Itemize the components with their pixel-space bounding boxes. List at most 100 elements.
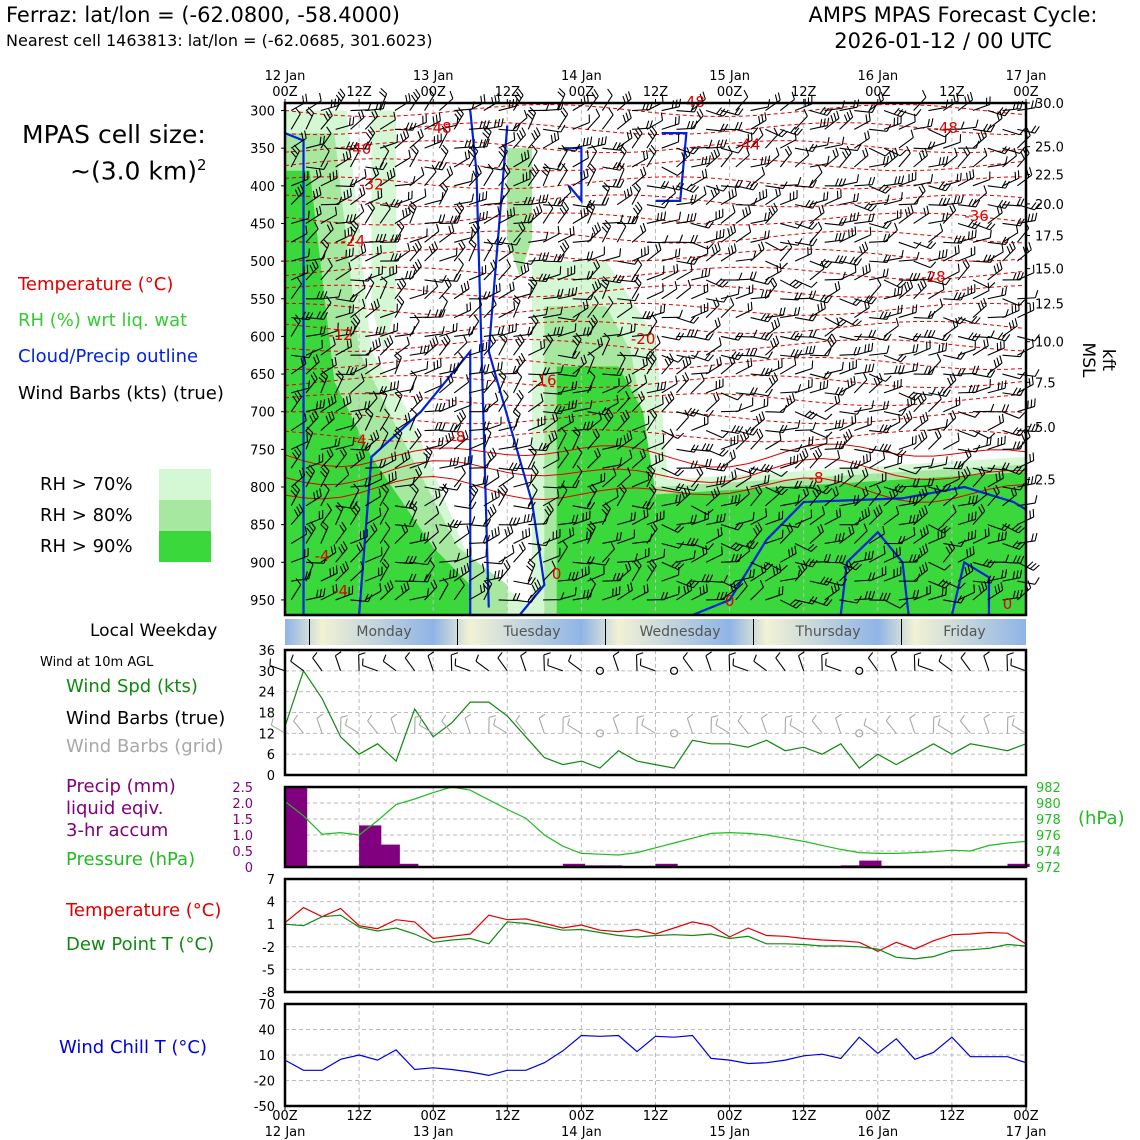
wind-barb-flag <box>456 215 461 224</box>
wind-barb <box>824 532 845 545</box>
wind-barb <box>320 238 330 262</box>
wind-barb <box>320 410 335 431</box>
wind-barb-staff <box>513 535 530 544</box>
wind-barb-flag <box>729 451 734 460</box>
wind-barb-staff <box>928 230 943 243</box>
wind-barb-flag <box>513 295 521 302</box>
wind-barb-flag <box>396 283 402 291</box>
wind-barb-flag <box>372 432 377 441</box>
wind-barb-flag <box>955 317 959 326</box>
wind-barb-flag <box>393 199 399 208</box>
wind-barb-flag <box>716 477 719 486</box>
wind-barb-flag <box>485 125 492 133</box>
wind-barb-staff <box>735 429 754 436</box>
wind-barb <box>365 189 383 206</box>
wind-barb-staff <box>705 364 722 375</box>
wind-barb <box>661 281 678 300</box>
wind-barb-flag <box>375 339 378 348</box>
wind-barb <box>765 529 784 544</box>
wind-barb-flag <box>547 333 554 341</box>
wind-barb-flag <box>910 129 914 138</box>
wind-barb <box>691 458 712 469</box>
wind-barb-flag <box>844 148 850 157</box>
wind-barb <box>350 449 366 469</box>
wind-barb-staff <box>498 308 515 319</box>
wind-barb-flag <box>737 352 744 361</box>
wind-barb-staff <box>350 485 369 488</box>
wind-barb-flag <box>764 112 767 121</box>
wind-barb <box>928 387 951 397</box>
wind-barb-staff <box>809 144 828 149</box>
wind-barb-staff <box>454 108 473 112</box>
wind-barb <box>868 184 892 194</box>
wind-barb <box>646 265 665 281</box>
wind-barb <box>839 264 857 281</box>
wind-barb-flag <box>619 531 622 540</box>
wind-barb-staff <box>943 478 960 488</box>
wind-barb <box>572 464 583 488</box>
wind-barb-flag <box>787 240 793 248</box>
wind-barb <box>587 314 598 337</box>
temperature-contour <box>284 338 1027 352</box>
wind-barb <box>616 220 627 243</box>
wind-barb-flag <box>627 467 632 476</box>
wind-barb-flag <box>678 248 681 257</box>
wind-barb-staff <box>957 176 975 187</box>
wind-barb-staff <box>824 401 841 413</box>
wind-barb-flag <box>384 340 389 348</box>
wind-barb-flag <box>823 300 826 309</box>
wind-barb-flag <box>752 527 758 536</box>
wind-barb-flag <box>467 456 470 465</box>
wind-barb-flag <box>957 195 961 204</box>
wind-barb <box>498 483 508 507</box>
wind-barb-flag <box>786 397 790 406</box>
wind-barb-flag <box>482 132 489 139</box>
wind-barb-staff <box>928 360 942 375</box>
wind-barb <box>809 333 833 341</box>
wind-barb-flag <box>897 365 902 374</box>
wind-barb-staff <box>439 559 458 563</box>
wind-barb-flag <box>468 241 476 249</box>
wind-barb-flag <box>949 412 954 421</box>
wind-barb-flag <box>663 381 667 390</box>
wind-barb-staff <box>661 185 680 191</box>
wind-barb-staff <box>335 156 352 168</box>
wind-barb-staff <box>839 383 856 394</box>
wind-barb-staff <box>587 321 598 337</box>
wind-barb-staff <box>527 381 543 394</box>
wind-barb <box>513 353 526 375</box>
wind-barb-staff <box>453 246 466 262</box>
wind-barb <box>320 520 329 544</box>
wind-barb-staff <box>691 354 709 362</box>
wind-barb <box>928 561 951 571</box>
wind-barb-flag <box>593 88 599 97</box>
wind-barb-flag <box>808 480 814 489</box>
wind-barb <box>305 205 322 224</box>
wind-barb-flag <box>369 126 376 134</box>
wind-barb-staff <box>942 547 956 563</box>
wind-barb-flag <box>323 483 330 491</box>
wind-barb <box>794 147 810 168</box>
wind-barb-staff <box>453 404 472 413</box>
wind-barb-staff <box>394 457 411 469</box>
wind-barb-flag <box>745 207 749 216</box>
wind-barb-staff <box>735 231 751 243</box>
wind-barb-flag <box>382 502 389 510</box>
wind-barb <box>409 531 430 545</box>
wind-barb <box>305 259 319 281</box>
wind-barb-flag <box>908 391 915 398</box>
wind-barb-staff <box>602 147 621 151</box>
wind-barb-staff <box>706 580 725 583</box>
wind-barb-staff <box>883 386 902 394</box>
wind-barb-flag <box>298 503 304 512</box>
wind-barb-flag <box>693 234 698 243</box>
wind-barb-flag <box>527 196 532 205</box>
wind-barb-staff <box>957 348 976 356</box>
wind-barb <box>364 390 378 413</box>
wind-barb <box>957 246 976 262</box>
wind-barb-flag <box>360 373 365 382</box>
wind-barb-staff <box>335 376 344 394</box>
wind-barb <box>498 468 515 488</box>
wind-barb-staff <box>320 150 330 168</box>
wind-barb-flag <box>461 409 467 417</box>
